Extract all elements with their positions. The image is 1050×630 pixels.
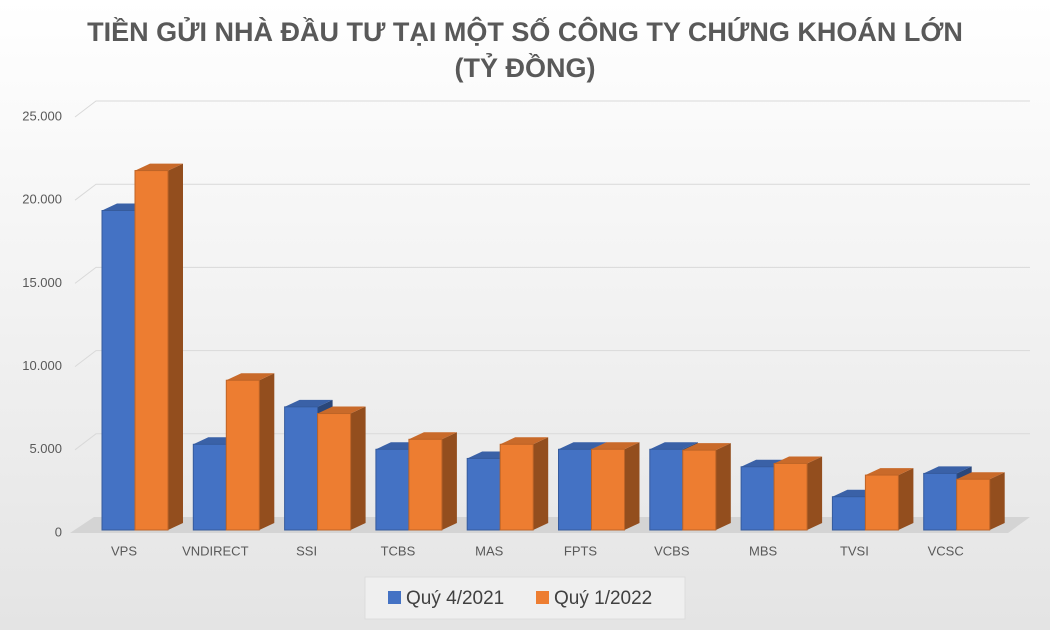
bar-front xyxy=(101,210,136,531)
bar-top xyxy=(135,163,183,171)
legend-box xyxy=(364,576,686,620)
bar xyxy=(591,442,640,531)
legend-swatch xyxy=(536,591,549,604)
bar xyxy=(499,437,549,531)
bar xyxy=(682,443,731,531)
bar-top xyxy=(649,442,698,450)
y-tick-label: 0 xyxy=(55,524,62,539)
x-tick-label: VNDIRECT xyxy=(182,543,249,558)
legend-label: Quý 4/2021 xyxy=(406,588,504,609)
bar-top xyxy=(558,442,607,450)
x-tick-label: TCBS xyxy=(381,543,416,558)
bar-front xyxy=(466,457,501,531)
bar xyxy=(864,468,914,531)
bar-side xyxy=(807,456,823,530)
y-tick-label: 25.000 xyxy=(22,108,62,123)
bar-top xyxy=(591,442,640,450)
bar-top xyxy=(317,406,366,414)
bar xyxy=(134,163,183,531)
bar-front xyxy=(649,448,684,531)
chart-title: TIỀN GỬI NHÀ ĐẦU TƯ TẠI MỘT SỐ CÔNG TY C… xyxy=(87,15,963,47)
bar-front xyxy=(864,474,899,531)
bar-side xyxy=(259,373,275,530)
x-tick-label: MBS xyxy=(749,543,778,558)
bar xyxy=(317,406,366,531)
bar-top xyxy=(500,437,549,445)
bar-front xyxy=(831,496,866,531)
bar-side xyxy=(715,443,731,530)
bar-front xyxy=(499,443,534,531)
bar-top xyxy=(865,468,914,476)
bar-front xyxy=(317,413,352,531)
bar xyxy=(225,373,275,531)
bar-top xyxy=(774,456,823,464)
bar-front xyxy=(284,406,319,531)
x-tick-label: VCSC xyxy=(928,543,964,558)
x-tick-label: VCBS xyxy=(654,543,690,558)
bar-front xyxy=(923,472,958,531)
legend-swatch xyxy=(388,591,401,604)
y-tick-label: 20.000 xyxy=(22,192,62,207)
bar-side xyxy=(624,442,640,530)
bar-front xyxy=(956,478,991,531)
x-tick-label: TVSI xyxy=(840,543,869,558)
bar-front xyxy=(134,170,169,531)
bar-front xyxy=(408,438,443,531)
bar-front xyxy=(682,449,717,531)
bar-side xyxy=(898,468,914,530)
bar-side xyxy=(441,432,457,530)
bar-side xyxy=(989,472,1005,530)
grid-line xyxy=(74,183,1030,201)
bar-top xyxy=(226,373,275,381)
bar-front xyxy=(591,448,625,531)
bar-side xyxy=(350,406,366,530)
bar-front xyxy=(375,448,410,531)
bar-top xyxy=(923,466,972,474)
bar xyxy=(956,472,1005,531)
bar-front xyxy=(225,379,260,531)
grid-line xyxy=(74,266,1030,284)
bar-front xyxy=(740,466,775,531)
bar-top xyxy=(956,472,1005,480)
bar xyxy=(773,456,823,531)
x-tick-label: MAS xyxy=(475,543,504,558)
bar-side xyxy=(168,163,183,531)
grid-line xyxy=(74,350,1030,367)
x-tick-label: FPTS xyxy=(564,543,598,558)
y-tick-label: 15.000 xyxy=(22,275,62,290)
legend-label: Quý 1/2022 xyxy=(554,588,652,609)
bar-front xyxy=(558,448,592,531)
y-tick-label: 5.000 xyxy=(29,441,62,456)
bar-front xyxy=(773,462,808,531)
bar xyxy=(408,432,457,531)
x-tick-label: SSI xyxy=(296,543,317,558)
chart-subtitle: (TỶ ĐỒNG) xyxy=(455,51,596,83)
bar-front xyxy=(192,443,227,531)
grid-line xyxy=(74,433,1030,451)
y-tick-label: 10.000 xyxy=(22,358,62,373)
grid-line xyxy=(74,100,1030,118)
bar-top xyxy=(408,432,457,440)
bar-side xyxy=(533,437,549,530)
bar-top xyxy=(284,399,333,407)
x-tick-label: VPS xyxy=(111,543,137,558)
bar-top xyxy=(682,443,731,451)
